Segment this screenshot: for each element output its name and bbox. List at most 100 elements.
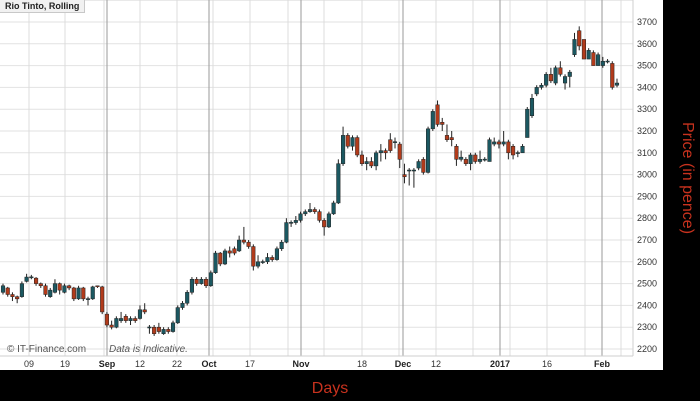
candle-body [166,329,171,332]
candle-body [251,246,256,267]
candle-body [402,174,407,178]
candle [506,139,511,160]
candle [185,290,190,306]
candle-body [596,54,601,66]
candle-body [170,322,176,332]
candle [591,50,596,66]
x-tick-label: Feb [594,359,611,369]
candle-body [562,76,568,84]
candle [397,141,402,169]
candle [444,124,450,142]
candle-body [71,287,76,300]
x-tick-label: 2017 [490,359,510,369]
candle-body [383,150,388,154]
candle [430,109,435,131]
candle-body [444,135,450,140]
candle-body [265,257,270,263]
candle-body [76,287,81,300]
candle-body [586,50,591,60]
candle-body [85,298,91,300]
candle [440,117,445,131]
candle-body [553,67,558,84]
candle [95,285,100,288]
candle-body [67,285,72,289]
candle [274,246,279,261]
candle-body [487,139,492,162]
y-tick-label: 2400 [637,300,657,310]
candle [265,253,270,264]
x-tick-label: 12 [135,359,145,369]
candle [303,209,308,217]
candle [392,137,398,149]
candle-body [52,283,58,293]
y-tick-label: 2800 [637,213,657,223]
candle-body [341,135,346,164]
candle [529,93,535,118]
candle [454,144,459,166]
candle [279,240,284,251]
candle [610,61,615,90]
candle-body [421,159,426,173]
candle [100,285,105,315]
candle [85,296,91,306]
candle [402,163,407,184]
candle-body [567,71,572,77]
candle-body [260,261,265,263]
candle-body [534,87,539,95]
candle-body [119,318,124,321]
candle-body [388,139,393,151]
candle [614,78,620,88]
candle [544,72,549,88]
candle-body [0,285,6,293]
candle-body [43,285,48,295]
candle-body [175,307,180,324]
candle-body [204,278,209,287]
candle [567,69,572,88]
candle-body [610,63,615,88]
x-tick-label: Nov [292,359,309,369]
candle [515,150,520,158]
candle-body [529,98,535,116]
candle-body [246,241,251,247]
candle [251,244,256,271]
y-tick-label: 2900 [637,191,657,201]
candle [600,56,605,68]
candle-body [62,285,67,293]
candle-body [312,209,317,212]
candle-body [232,248,237,254]
candle [534,85,539,97]
candle-body [5,287,10,295]
x-tick-label: 18 [357,359,367,369]
candle [71,286,76,302]
candle [496,139,501,149]
y-tick-label: 3100 [637,148,657,158]
candle-body [577,30,582,47]
candle-body [591,52,596,66]
candle [369,157,374,169]
candle-body [128,318,133,321]
candle-body [185,292,190,304]
candle-body [501,141,506,145]
candle-body [317,211,322,221]
candle [581,39,586,60]
candle [67,284,72,291]
candle-body [506,141,511,154]
candle-body [298,213,303,221]
candle [553,65,558,86]
candle [170,320,176,333]
candle-body [24,276,29,282]
candle-body [279,241,284,249]
y-tick-label: 3200 [637,126,657,136]
candle-body [454,146,459,160]
candle-body [161,329,166,334]
candle-body [492,141,497,145]
y-tick-label: 2700 [637,235,657,245]
candle [411,168,416,188]
candle [336,159,341,205]
candle-body [605,60,610,63]
candle-body [572,39,577,55]
y-tick-label: 3700 [637,17,657,27]
candle-body [614,82,620,86]
candle [378,144,383,162]
